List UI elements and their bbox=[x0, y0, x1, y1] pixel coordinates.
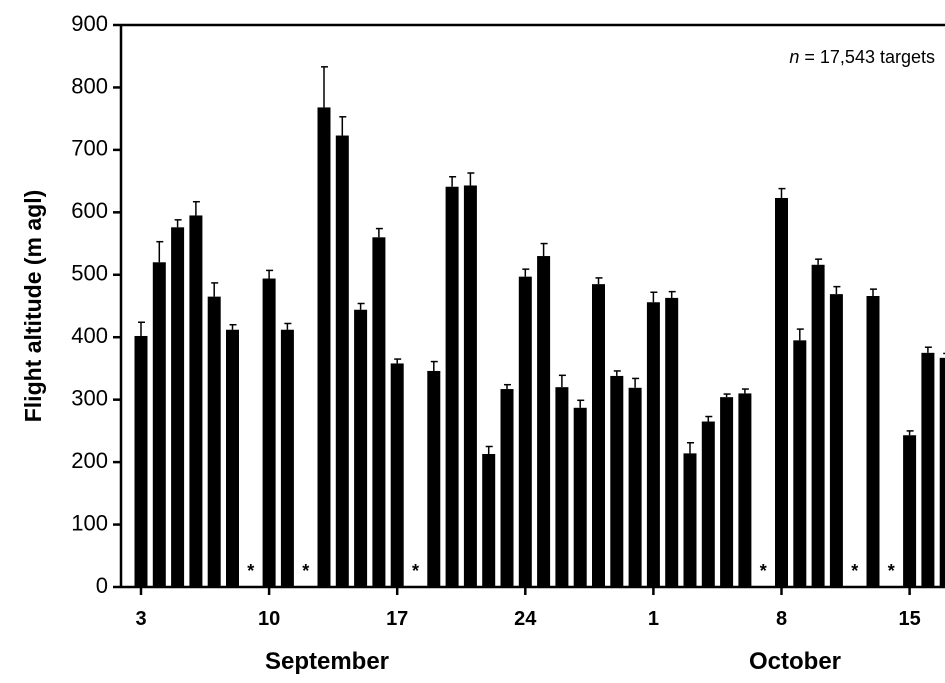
bar bbox=[537, 256, 551, 587]
y-tick-label: 700 bbox=[71, 136, 108, 161]
missing-data-marker: * bbox=[412, 561, 419, 581]
bar bbox=[317, 107, 331, 587]
error-bars-layer bbox=[138, 66, 945, 454]
x-tick-label: 24 bbox=[514, 608, 537, 630]
bar bbox=[152, 262, 166, 587]
bar bbox=[207, 296, 221, 587]
x-tick-label: 17 bbox=[386, 608, 408, 630]
bar bbox=[683, 453, 697, 587]
bar bbox=[189, 215, 203, 587]
missing-markers-layer: * * * * * * bbox=[247, 561, 895, 581]
bar bbox=[171, 227, 185, 587]
bar bbox=[482, 453, 496, 587]
x-tick-label: 10 bbox=[258, 608, 280, 630]
x-tick-label: 3 bbox=[135, 608, 146, 630]
bar bbox=[628, 387, 642, 587]
bars-layer bbox=[134, 107, 945, 588]
missing-data-marker: * bbox=[888, 561, 895, 581]
y-tick-label: 500 bbox=[71, 261, 108, 286]
bar bbox=[226, 329, 239, 587]
bar bbox=[866, 296, 880, 587]
y-tick-label: 600 bbox=[71, 198, 108, 223]
x-tick-label: 15 bbox=[898, 608, 920, 630]
bar bbox=[793, 340, 807, 587]
missing-data-marker: * bbox=[247, 561, 254, 581]
bar bbox=[646, 302, 660, 587]
month-label-september: September bbox=[265, 648, 389, 675]
y-tick-label: 0 bbox=[96, 573, 108, 598]
axes-layer bbox=[119, 23, 945, 589]
bar bbox=[701, 421, 715, 587]
bar bbox=[738, 393, 752, 587]
bar bbox=[775, 197, 788, 587]
bar bbox=[610, 375, 624, 587]
bar bbox=[500, 389, 514, 587]
missing-data-marker: * bbox=[760, 561, 767, 581]
bar bbox=[390, 363, 404, 587]
y-tick-label: 100 bbox=[71, 510, 108, 535]
x-tick-label: 8 bbox=[776, 608, 787, 630]
y-ticks-layer: 0 100 200 300 400 500 600 700 800 900 bbox=[71, 11, 121, 598]
y-tick-label: 900 bbox=[71, 11, 108, 36]
x-tick-label: 1 bbox=[648, 608, 659, 630]
month-label-october: October bbox=[749, 648, 841, 675]
bar bbox=[354, 309, 368, 587]
bar bbox=[555, 387, 569, 587]
bar bbox=[445, 186, 459, 587]
bar bbox=[134, 335, 148, 587]
bar bbox=[939, 357, 945, 587]
bar bbox=[921, 352, 935, 587]
y-axis-label: Flight altitude (m agl) bbox=[20, 190, 46, 423]
bar bbox=[811, 264, 825, 587]
bar bbox=[573, 407, 587, 587]
bar bbox=[518, 276, 532, 587]
bar bbox=[720, 397, 734, 587]
bar bbox=[262, 278, 276, 587]
bar bbox=[280, 329, 294, 587]
sample-size-text: = 17,543 targets bbox=[799, 47, 935, 67]
bar bbox=[829, 294, 843, 587]
x-ticks-layer: 3 10 17 24 1 8 15 bbox=[135, 587, 921, 630]
sample-size-italic-n: n bbox=[789, 47, 799, 67]
bar bbox=[335, 135, 349, 587]
y-tick-label: 400 bbox=[71, 323, 108, 348]
bar bbox=[592, 284, 605, 587]
bar bbox=[665, 297, 679, 587]
bar bbox=[903, 435, 917, 587]
missing-data-marker: * bbox=[302, 561, 309, 581]
bar bbox=[427, 370, 441, 587]
y-tick-label: 300 bbox=[71, 385, 108, 410]
bar bbox=[372, 237, 386, 588]
sample-size-annotation: n = 17,543 targets bbox=[789, 47, 935, 67]
y-tick-label: 800 bbox=[71, 73, 108, 98]
bar bbox=[463, 185, 477, 587]
missing-data-marker: * bbox=[851, 561, 858, 581]
y-tick-label: 200 bbox=[71, 448, 108, 473]
